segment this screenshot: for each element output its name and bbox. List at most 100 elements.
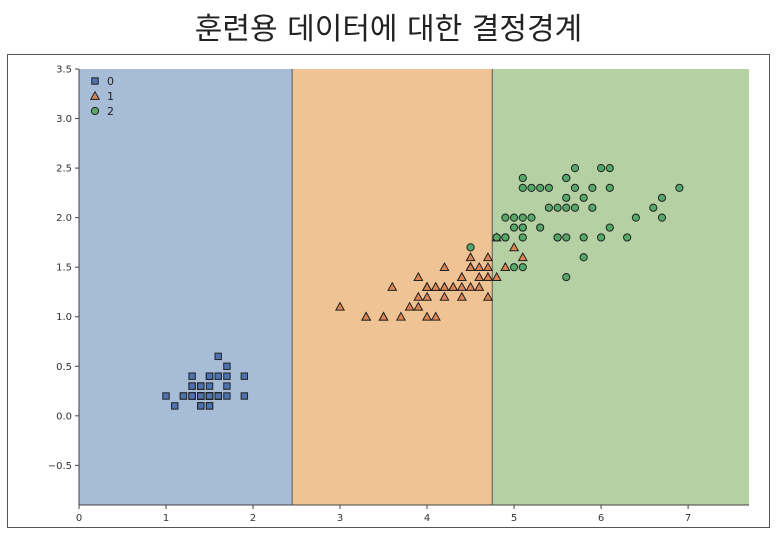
y-tick-label: 3.5 [56, 65, 72, 76]
data-point-class-0 [240, 392, 249, 400]
data-point-class-1 [482, 261, 494, 272]
x-tick-label: 0 [76, 513, 82, 524]
legend-label-class-1: 1 [107, 90, 114, 103]
data-point-class-2 [605, 183, 614, 193]
y-tick-label: −0.5 [48, 461, 72, 472]
data-point-class-1 [456, 271, 467, 281]
data-point-class-1 [378, 311, 389, 321]
data-point-class-2 [623, 233, 632, 242]
data-point-class-0 [188, 382, 196, 390]
data-point-class-2 [544, 183, 553, 193]
data-point-class-1 [517, 252, 528, 262]
data-point-class-2 [562, 193, 571, 202]
data-point-class-2 [675, 183, 684, 193]
data-point-class-0 [205, 402, 214, 410]
data-point-class-2 [562, 173, 571, 183]
data-point-class-1 [413, 301, 424, 311]
data-point-class-1 [482, 291, 494, 301]
decision-regions [79, 69, 749, 505]
y-tick-label: 0.0 [56, 411, 72, 422]
data-point-class-0 [188, 372, 196, 380]
data-point-class-1 [413, 291, 424, 301]
data-point-class-2 [562, 272, 571, 282]
data-point-class-1 [422, 311, 433, 321]
data-point-class-2 [553, 203, 562, 212]
data-point-class-1 [430, 311, 441, 321]
data-point-class-0 [197, 392, 205, 400]
data-point-class-2 [518, 173, 527, 183]
data-point-class-1 [334, 301, 346, 311]
data-point-class-1 [422, 291, 433, 301]
data-point-class-1 [482, 252, 494, 262]
data-point-class-2 [518, 223, 527, 232]
data-point-class-0 [171, 402, 179, 410]
data-point-class-0 [240, 372, 249, 380]
data-point-class-2 [536, 183, 545, 193]
legend-marker-class-1 [89, 90, 101, 100]
data-point-class-2 [527, 213, 536, 222]
data-point-class-2 [518, 183, 527, 193]
data-point-class-2 [536, 223, 545, 232]
data-point-class-2 [649, 203, 658, 212]
x-tick-label: 3 [337, 513, 343, 524]
data-point-class-0 [214, 392, 222, 400]
y-tick-label: 1.5 [56, 263, 72, 274]
data-point-class-1 [474, 281, 485, 291]
legend-marker-class-0 [91, 77, 99, 85]
data-point-class-1 [387, 281, 398, 291]
data-point-class-0 [188, 392, 196, 400]
data-point-class-2 [553, 233, 562, 242]
data-point-class-2 [596, 163, 606, 173]
data-point-class-2 [562, 203, 571, 212]
x-tick-label: 6 [598, 513, 604, 524]
x-tick-label: 4 [424, 513, 430, 524]
data-point-class-0 [197, 402, 205, 410]
data-point-class-2 [588, 203, 597, 212]
data-point-class-2 [544, 203, 553, 212]
data-point-class-2 [631, 213, 640, 222]
data-points [162, 163, 684, 410]
y-tick-label: 2.0 [56, 213, 72, 224]
data-point-class-0 [205, 382, 214, 390]
data-point-class-1 [465, 252, 476, 262]
y-tick-label: 2.5 [56, 164, 72, 175]
x-tick-label: 7 [685, 513, 691, 524]
x-tick-label: 5 [511, 513, 517, 524]
legend-label-class-2: 2 [107, 105, 114, 118]
data-point-class-2 [492, 233, 501, 242]
y-tick-label: 0.5 [56, 362, 72, 373]
data-point-class-2 [501, 213, 510, 222]
data-point-class-2 [518, 263, 527, 272]
data-point-class-0 [162, 392, 170, 400]
data-point-class-1 [430, 281, 441, 291]
data-point-class-2 [588, 183, 597, 193]
data-point-class-2 [518, 233, 527, 242]
data-point-class-0 [205, 372, 214, 380]
scatter-chart: 0 1 2 3 4 5 6 7 −0.5 0.0 0.5 1.0 1.5 2.0 2.5 3.0 3.5 0 1 2 [48, 65, 749, 524]
data-point-class-2 [605, 163, 614, 173]
data-point-class-1 [361, 311, 372, 321]
data-point-class-1 [448, 281, 459, 291]
data-point-class-1 [509, 242, 520, 252]
data-point-class-2 [527, 183, 536, 193]
data-point-class-2 [579, 193, 588, 202]
data-point-class-0 [223, 362, 231, 370]
data-point-class-1 [491, 271, 502, 281]
data-point-class-1 [422, 281, 433, 291]
data-point-class-1 [413, 271, 424, 281]
data-point-class-2 [596, 233, 606, 242]
data-point-class-1 [482, 271, 494, 281]
data-point-class-0 [223, 382, 231, 390]
data-point-class-2 [570, 163, 580, 173]
data-point-class-2 [657, 193, 667, 202]
data-point-class-0 [223, 372, 231, 380]
data-point-class-2 [509, 223, 519, 232]
data-point-class-0 [214, 372, 222, 380]
data-point-class-1 [474, 271, 485, 281]
data-point-class-1 [395, 311, 406, 321]
data-point-class-2 [501, 233, 510, 242]
legend-marker-class-2 [90, 106, 100, 116]
data-point-class-1 [439, 261, 450, 272]
x-tick-label: 2 [250, 513, 256, 524]
data-point-class-1 [465, 281, 476, 291]
